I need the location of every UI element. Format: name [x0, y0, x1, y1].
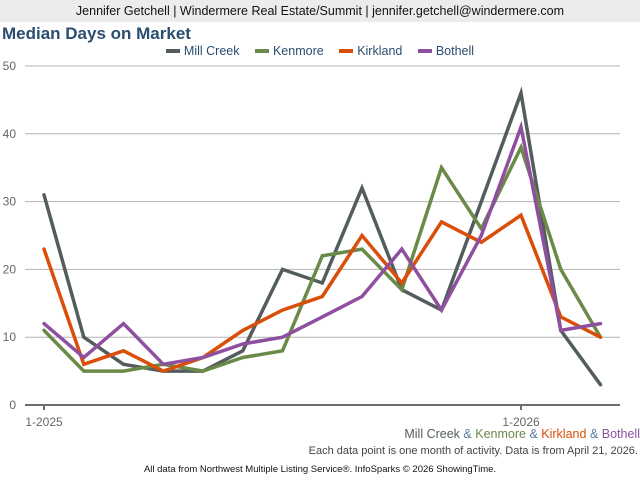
series-lines: [42, 86, 603, 387]
chart-title: Median Days on Market: [2, 24, 191, 43]
x-axis: 1-2025 1-2026: [25, 404, 620, 429]
caption-ampersand: &: [529, 427, 538, 441]
legend-item-mill-creek[interactable]: Mill Creek: [165, 44, 240, 58]
legend-label: Mill Creek: [183, 44, 240, 58]
x-tick-label: 1-2026: [502, 415, 540, 429]
series-line-mill-creek: [42, 86, 603, 387]
y-tick-label: 30: [3, 195, 17, 209]
legend-item-bothell[interactable]: Bothell: [417, 44, 475, 58]
legend-item-kirkland[interactable]: Kirkland: [339, 44, 402, 58]
y-tick-label: 10: [3, 330, 17, 344]
legend-label: Kirkland: [357, 44, 403, 58]
caption-bothell: Bothell: [601, 427, 640, 441]
legend-swatch-bothell: [417, 48, 432, 53]
y-tick-label: 20: [3, 262, 17, 276]
caption-ampersand: &: [589, 427, 599, 441]
y-axis-ticks: 0 10 20 30 40 50: [3, 59, 17, 412]
legend-label: Bothell: [435, 44, 475, 58]
legend-swatch-kenmore: [254, 48, 269, 53]
y-tick-label: 40: [3, 127, 17, 141]
series-line-bothell: [42, 120, 603, 367]
data-credit: All data from Northwest Multiple Listing…: [143, 464, 497, 475]
legend-item-kenmore[interactable]: Kenmore: [254, 44, 324, 58]
caption-kirkland: Kirkland: [541, 427, 587, 441]
y-tick-label: 0: [9, 398, 16, 412]
series-caption: Mill Creek & Kenmore & Kirkland & Bothel…: [404, 427, 640, 441]
y-tick-label: 50: [3, 59, 17, 73]
caption-kenmore: Kenmore: [475, 427, 526, 441]
legend-swatch-kirkland: [339, 48, 354, 53]
gridlines: [25, 65, 620, 338]
legend-label: Kenmore: [272, 44, 324, 58]
x-tick-label: 1-2025: [25, 415, 63, 429]
series-line-kenmore: [42, 142, 603, 373]
data-note: Each data point is one month of activity…: [308, 445, 638, 457]
caption-mill-creek: Mill Creek: [404, 427, 460, 441]
agent-header: Jennifer Getchell | Windermere Real Esta…: [0, 0, 640, 22]
series-line-kirkland: [42, 212, 603, 373]
legend-swatch-mill-creek: [165, 48, 180, 53]
chart-legend: Mill Creek Kenmore Kirkland Bothell: [0, 44, 640, 58]
caption-ampersand: &: [463, 427, 472, 441]
